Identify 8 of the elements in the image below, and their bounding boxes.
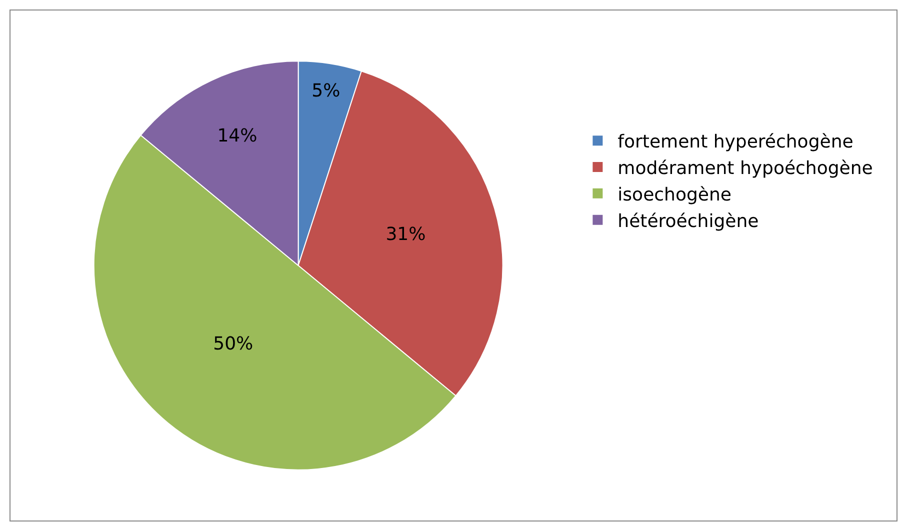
legend-label: hétéroéchigène bbox=[618, 210, 759, 232]
legend-label: fortement hyperéchogène bbox=[618, 132, 854, 153]
data-label: 31% bbox=[386, 224, 426, 245]
data-label: 14% bbox=[217, 125, 258, 146]
data-label: 5% bbox=[312, 80, 340, 102]
legend-label: modérament hypoéchogène bbox=[618, 158, 873, 180]
legend-label: isoechogène bbox=[618, 184, 732, 206]
data-label: 50% bbox=[213, 334, 254, 355]
